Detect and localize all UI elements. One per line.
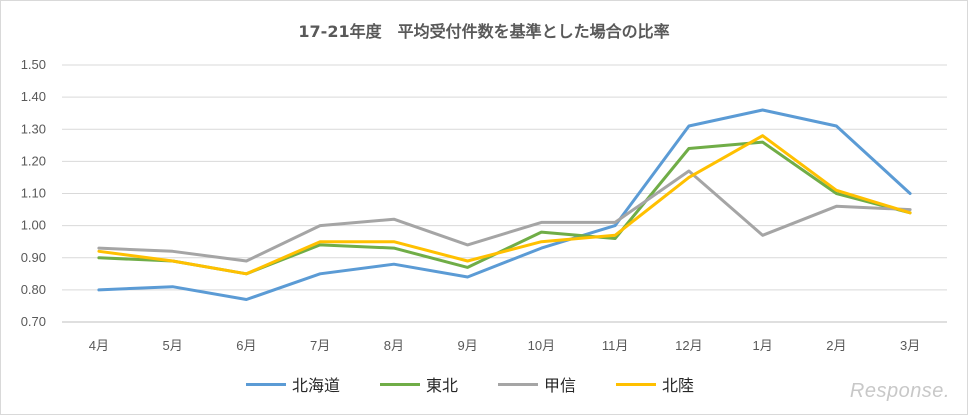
y-tick-label: 1.10 (21, 186, 46, 201)
legend-swatch (616, 382, 657, 386)
gridlines (62, 64, 947, 323)
y-tick-label: 1.20 (21, 153, 46, 168)
legend-item: 北陸 (616, 372, 694, 396)
legend-item: 北海道 (246, 372, 340, 396)
legend: 北海道 東北 甲信 北陸 (246, 372, 694, 396)
legend-label: 甲信 (544, 376, 577, 395)
y-tick-label: 0.90 (21, 250, 46, 265)
x-axis-labels: 4月 5月 6月 7月 8月 9月 10月 11月 12月 1月 2月 3月 (89, 338, 920, 353)
x-tick-label: 6月 (236, 338, 256, 353)
series-line-甲信 (97, 169, 912, 263)
response-watermark: Response. (849, 380, 950, 402)
x-tick-label: 2月 (826, 338, 846, 353)
y-axis-labels: 0.70 0.80 0.90 1.00 1.10 1.20 1.30 1.40 1.50 (21, 57, 46, 329)
y-tick-label: 1.30 (21, 121, 46, 136)
x-tick-label: 10月 (528, 338, 555, 353)
legend-label: 北陸 (662, 376, 695, 395)
x-tick-label: 3月 (900, 338, 920, 353)
x-tick-label: 1月 (753, 338, 773, 353)
x-tick-label: 8月 (384, 338, 404, 353)
y-tick-label: 1.00 (21, 218, 46, 233)
x-tick-label: 11月 (602, 338, 629, 353)
x-tick-label: 5月 (163, 338, 183, 353)
legend-label: 北海道 (292, 376, 341, 395)
legend-swatch (246, 382, 286, 386)
series-line-北陸 (97, 134, 912, 276)
y-tick-label: 1.50 (21, 57, 46, 72)
legend-label: 東北 (426, 376, 459, 395)
series-lines (97, 108, 912, 301)
legend-swatch (498, 382, 539, 386)
series-line-北海道 (97, 108, 912, 301)
x-tick-label: 4月 (89, 338, 109, 353)
legend-swatch (380, 382, 421, 386)
legend-item: 東北 (380, 372, 458, 396)
x-tick-label: 9月 (458, 338, 478, 353)
chart-title: 17-21年度 平均受付件数を基準とした場合の比率 (298, 22, 670, 41)
y-tick-label: 0.80 (21, 282, 46, 297)
x-tick-label: 12月 (675, 338, 702, 353)
x-tick-label: 7月 (310, 338, 330, 353)
legend-item: 甲信 (498, 372, 576, 396)
y-tick-label: 1.40 (21, 89, 46, 104)
y-tick-label: 0.70 (21, 314, 46, 329)
